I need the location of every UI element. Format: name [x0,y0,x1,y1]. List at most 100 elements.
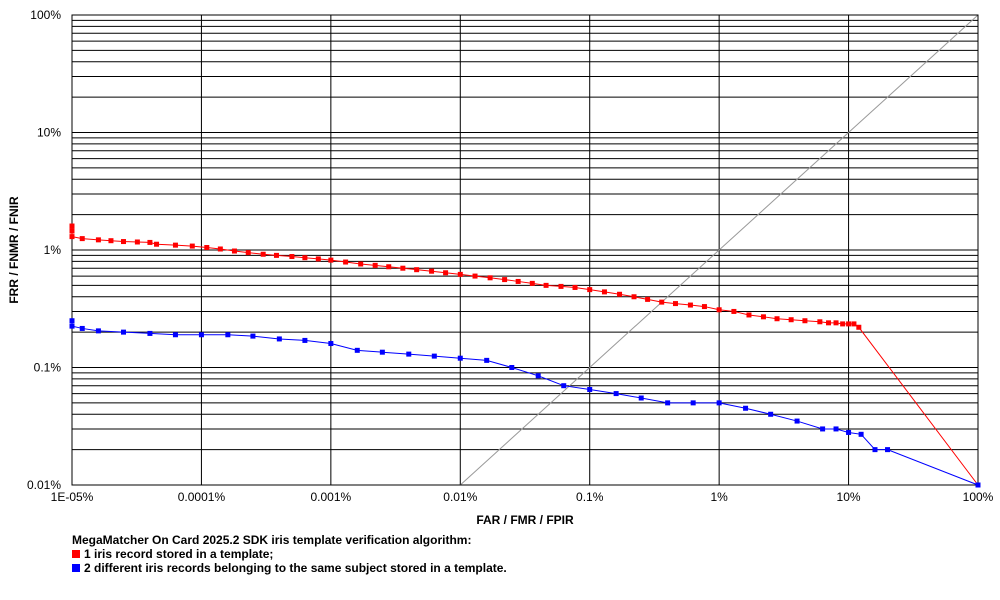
data-point [558,283,564,289]
x-axis-title: FAR / FMR / FPIR [476,513,574,527]
legend-item-series-2: 2 different iris records belonging to th… [72,561,507,575]
legend-item-series-1: 1 iris record stored in a template; [72,547,507,561]
data-point [273,252,279,258]
x-tick-label: 0.1% [576,490,604,504]
data-point [95,237,101,243]
data-point [69,234,75,240]
data-point [79,325,85,331]
legend-swatch-red [72,550,80,558]
data-point [147,239,153,245]
series-2 [69,318,981,488]
legend-label-series-2: 2 different iris records belonging to th… [84,561,507,575]
data-point [379,349,385,355]
y-tick-label: 0.1% [34,361,62,375]
data-point [431,353,437,359]
data-point [587,386,593,392]
data-point [760,314,766,320]
plot-frame [71,14,979,486]
data-point [343,259,349,265]
data-point [872,447,878,453]
data-point [69,223,75,229]
data-point [260,251,266,257]
data-point [631,294,637,300]
data-point [687,302,693,308]
data-point [69,318,75,324]
x-tick-label: 0.001% [311,490,352,504]
legend: MegaMatcher On Card 2025.2 SDK iris temp… [72,533,507,575]
data-point [172,332,178,338]
data-point [79,236,85,242]
data-point [659,299,665,305]
data-point [645,296,651,302]
data-point [846,429,852,435]
diagonal-reference-line [459,14,979,486]
data-point [638,395,644,401]
data-point [472,273,478,279]
data-point [302,255,308,261]
y-tick-label: 0.01% [27,478,61,492]
data-point [231,248,237,254]
x-tick-label: 0.0001% [178,490,226,504]
data-point [833,320,839,326]
data-point [617,291,623,297]
data-point [328,257,334,263]
data-point [315,256,321,262]
data-point [746,312,752,318]
data-point [690,400,696,406]
data-point [561,383,567,389]
x-tick-label: 100% [963,490,994,504]
data-point [601,289,607,295]
data-point [414,267,420,273]
data-point [358,261,364,267]
data-point [515,278,521,284]
data-point [443,270,449,276]
data-point [386,264,392,270]
data-point [289,254,295,260]
data-point [975,482,981,488]
data-point [716,400,722,406]
data-point [716,307,722,313]
data-point [543,282,549,288]
data-point [856,324,862,330]
data-point [302,337,308,343]
data-point [204,245,210,251]
data-point [802,318,808,324]
grid [71,15,978,486]
series-layer [69,223,981,488]
data-point [134,239,140,245]
data-point [372,262,378,268]
data-point [587,287,593,293]
data-point [851,321,857,327]
legend-title: MegaMatcher On Card 2025.2 SDK iris temp… [72,533,507,547]
data-point [69,228,75,234]
data-point [121,239,126,245]
data-point [768,411,774,417]
data-point [108,238,114,244]
data-point [406,351,412,357]
data-point [225,332,231,338]
series-1 [69,223,981,488]
data-point [457,271,463,277]
data-point [121,329,126,335]
data-point [794,418,800,424]
y-tick-label: 100% [30,8,61,22]
data-point [69,323,75,329]
data-point [613,391,619,397]
data-point [858,431,864,437]
data-point [354,347,360,353]
y-tick-label: 10% [37,126,61,140]
series-line [71,226,979,486]
data-point [743,405,749,411]
data-point [95,328,101,334]
data-point [147,330,153,336]
x-tick-labels: 1E-05% 0.0001% 0.001% 0.01% 0.1% 1% 10% 100% [51,490,994,504]
x-tick-label: 0.01% [443,490,477,504]
data-point [820,426,826,432]
data-point [817,319,823,325]
data-point [400,265,406,271]
legend-swatch-blue [72,564,80,572]
data-point [328,341,334,347]
data-point [245,250,251,256]
series-line [71,320,979,486]
